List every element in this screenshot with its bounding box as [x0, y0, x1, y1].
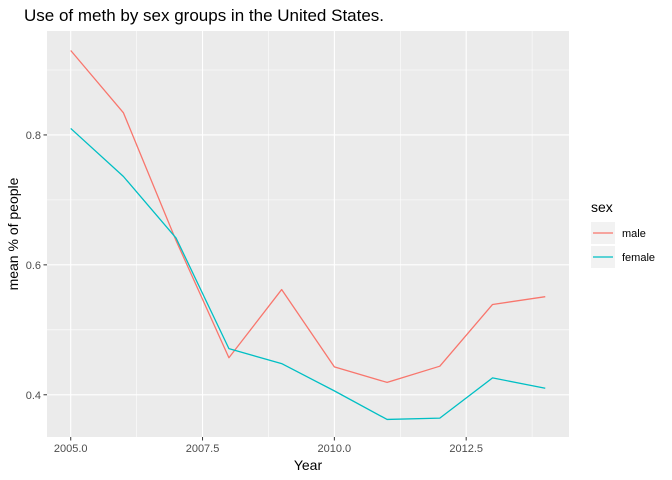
- legend-label: male: [622, 228, 646, 240]
- major-gridlines: [47, 31, 569, 437]
- minor-gridlines: [47, 31, 569, 437]
- legend-label: female: [622, 252, 655, 264]
- x-axis-title: Year: [294, 457, 323, 473]
- chart-title: Use of meth by sex groups in the United …: [24, 6, 384, 25]
- series-line-male: [70, 50, 546, 384]
- series-line-female: [70, 127, 546, 421]
- x-axis-ticks: 2005.0 2007.5 2010.0 2012.5: [54, 437, 483, 455]
- x-tick-label: 2005.0: [54, 443, 88, 455]
- series-lines: [70, 50, 546, 421]
- legend-title: sex: [591, 199, 613, 215]
- plot-panel: [47, 31, 569, 437]
- x-tick-label: 2010.0: [318, 443, 352, 455]
- y-tick-label: 0.4: [26, 390, 41, 402]
- y-tick-label: 0.6: [26, 260, 41, 272]
- legend-item-male: male: [591, 222, 646, 244]
- legend: sex male female: [591, 199, 655, 268]
- y-axis-ticks: 0.4 0.6 0.8: [26, 130, 47, 402]
- x-tick-label: 2012.5: [449, 443, 483, 455]
- y-axis-title: mean % of people: [5, 177, 21, 290]
- y-tick-label: 0.8: [26, 130, 41, 142]
- legend-item-female: female: [591, 246, 655, 268]
- x-tick-label: 2007.5: [186, 443, 220, 455]
